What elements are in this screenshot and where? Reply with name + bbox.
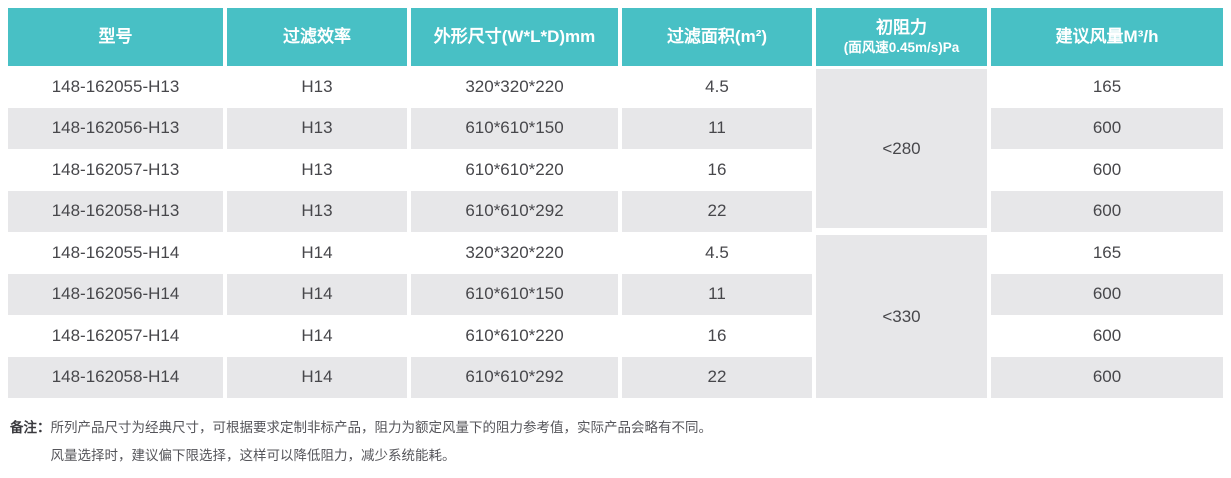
cell-area: 22 xyxy=(622,190,812,232)
cell-efficiency: H13 xyxy=(227,149,407,191)
header-resistance-sub: (面风速0.45m/s)Pa xyxy=(843,40,960,56)
cell-dimensions: 320*320*220 xyxy=(411,66,618,108)
footnote-line-2: 风量选择时，建议偏下限选择，这样可以降低阻力，减少系统能耗。 xyxy=(50,448,456,463)
cell-area: 16 xyxy=(622,149,812,191)
cell-dimensions: 610*610*292 xyxy=(411,190,618,232)
cell-area: 11 xyxy=(622,107,812,149)
cell-area: 22 xyxy=(622,356,812,398)
cell-airflow: 600 xyxy=(991,356,1223,398)
cell-model: 148-162058-H13 xyxy=(8,190,223,232)
cell-dimensions: 610*610*150 xyxy=(411,273,618,315)
cell-dimensions: 610*610*292 xyxy=(411,356,618,398)
cell-dimensions: 320*320*220 xyxy=(411,232,618,274)
cell-dimensions: 610*610*220 xyxy=(411,315,618,357)
cell-model: 148-162056-H14 xyxy=(8,273,223,315)
cell-airflow: 600 xyxy=(991,107,1223,149)
footnote-label: 备注： xyxy=(10,420,51,435)
cell-efficiency: H14 xyxy=(227,273,407,315)
cell-model: 148-162055-H13 xyxy=(8,66,223,108)
cell-efficiency: H14 xyxy=(227,356,407,398)
cell-airflow: 600 xyxy=(991,190,1223,232)
cell-area: 4.5 xyxy=(622,232,812,274)
cell-efficiency: H14 xyxy=(227,232,407,274)
header-area: 过滤面积(m²) xyxy=(622,8,812,66)
cell-efficiency: H14 xyxy=(227,315,407,357)
footnote-lines: 所列产品尺寸为经典尺寸，可根据要求定制非标产品，阻力为额定风量下的阻力参考值，实… xyxy=(51,414,713,470)
header-resistance-main: 初阻力 xyxy=(876,18,927,38)
cell-resistance-h14: <330 xyxy=(816,232,987,398)
cell-model: 148-162055-H14 xyxy=(8,232,223,274)
cell-resistance-h13: <280 xyxy=(816,66,987,232)
header-airflow: 建议风量M³/h xyxy=(991,8,1223,66)
footnote: 备注： 所列产品尺寸为经典尺寸，可根据要求定制非标产品，阻力为额定风量下的阻力参… xyxy=(10,414,1223,470)
cell-model: 148-162056-H13 xyxy=(8,107,223,149)
cell-airflow: 600 xyxy=(991,273,1223,315)
cell-airflow: 600 xyxy=(991,315,1223,357)
cell-model: 148-162057-H14 xyxy=(8,315,223,357)
filter-spec-table: 型号 过滤效率 外形尺寸(W*L*D)mm 过滤面积(m²) 初阻力 (面风速0… xyxy=(8,8,1223,398)
cell-airflow: 600 xyxy=(991,149,1223,191)
cell-model: 148-162057-H13 xyxy=(8,149,223,191)
cell-dimensions: 610*610*150 xyxy=(411,107,618,149)
cell-area: 11 xyxy=(622,273,812,315)
cell-area: 16 xyxy=(622,315,812,357)
cell-model: 148-162058-H14 xyxy=(8,356,223,398)
header-resistance: 初阻力 (面风速0.45m/s)Pa xyxy=(816,8,987,66)
cell-airflow: 165 xyxy=(991,232,1223,274)
cell-efficiency: H13 xyxy=(227,107,407,149)
cell-dimensions: 610*610*220 xyxy=(411,149,618,191)
cell-area: 4.5 xyxy=(622,66,812,108)
cell-efficiency: H13 xyxy=(227,190,407,232)
cell-efficiency: H13 xyxy=(227,66,407,108)
header-efficiency: 过滤效率 xyxy=(227,8,407,66)
header-model: 型号 xyxy=(8,8,223,66)
header-dimensions: 外形尺寸(W*L*D)mm xyxy=(411,8,618,66)
footnote-line-1: 所列产品尺寸为经典尺寸，可根据要求定制非标产品，阻力为额定风量下的阻力参考值，实… xyxy=(50,420,713,435)
cell-airflow: 165 xyxy=(991,66,1223,108)
